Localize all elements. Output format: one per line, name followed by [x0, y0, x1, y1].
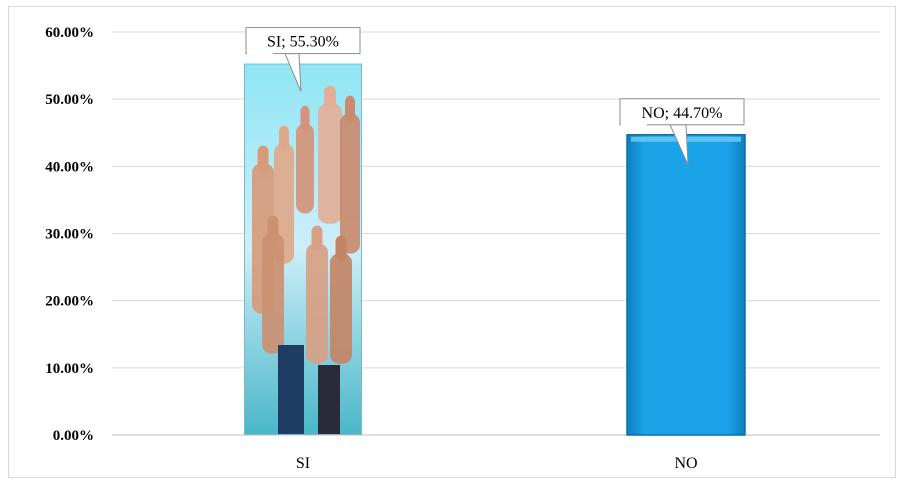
bar-no [626, 134, 746, 436]
data-label-box [619, 98, 745, 126]
data-label: NO; 44.70% [642, 105, 723, 122]
y-tick-label: 60.00% [45, 25, 94, 41]
y-tick-label: 40.00% [45, 159, 94, 175]
data-label-box [245, 27, 361, 55]
y-tick-label: 50.00% [45, 92, 94, 108]
y-tick-label: 10.00% [45, 361, 94, 377]
y-tick-label: 0.00% [53, 428, 94, 444]
x-category-label: NO [674, 455, 697, 472]
y-tick-label: 20.00% [45, 294, 94, 310]
x-category-label: SI [296, 455, 310, 472]
bar-si [244, 63, 362, 436]
data-label: SI; 55.30% [267, 34, 339, 51]
y-tick-label: 30.00% [45, 227, 94, 243]
chart-frame [8, 6, 896, 478]
